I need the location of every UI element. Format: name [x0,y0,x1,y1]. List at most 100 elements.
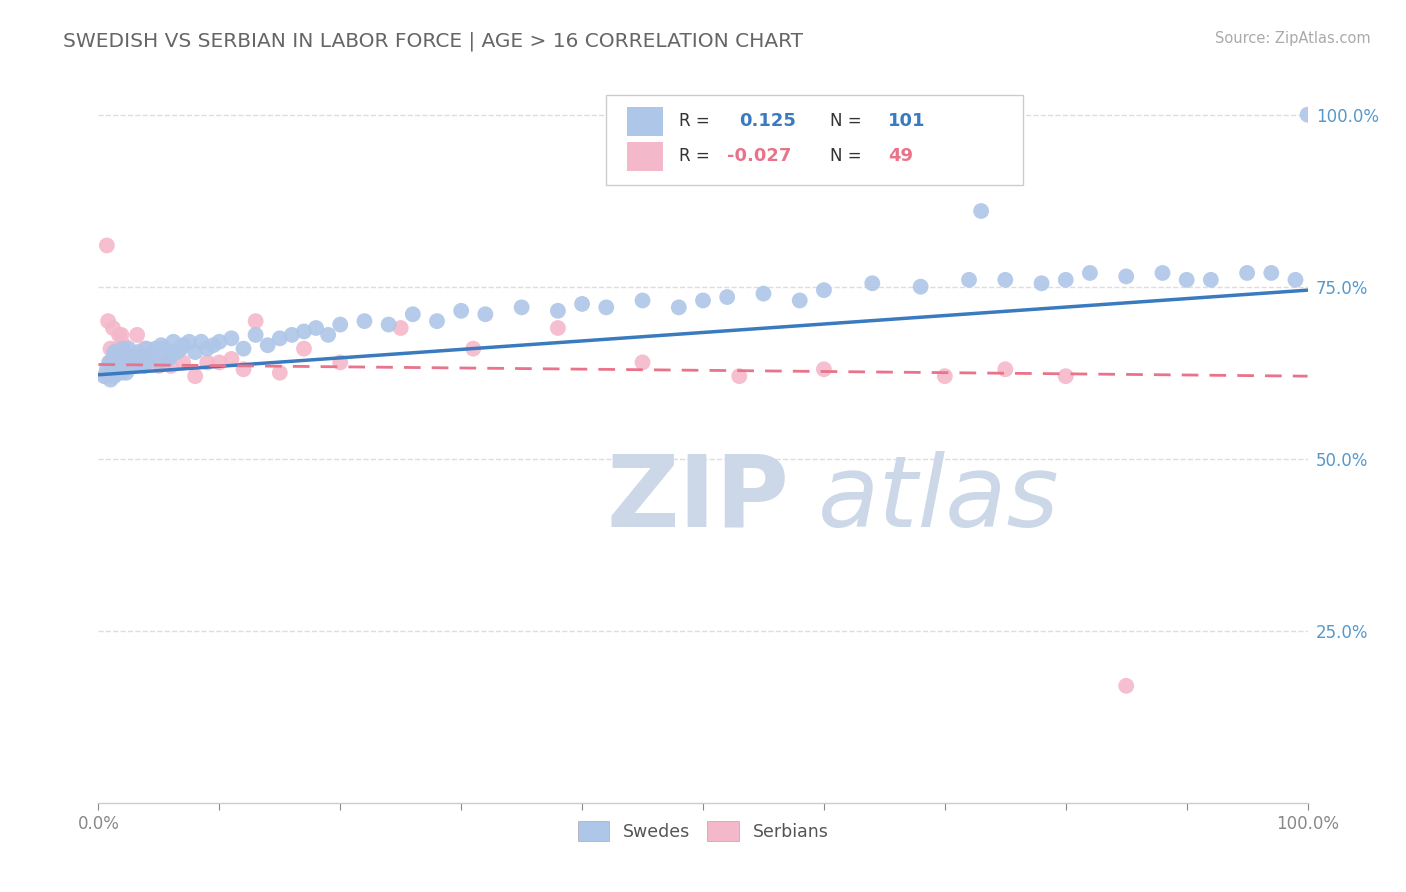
Point [118,355,141,369]
Text: SWEDISH VS SERBIAN IN LABOR FORCE | AGE > 16 CORRELATION CHART: SWEDISH VS SERBIAN IN LABOR FORCE | AGE … [63,31,803,51]
Point [114,359,136,373]
Point [100,359,122,373]
Point [115,349,138,363]
Point [135,355,157,369]
Text: 101: 101 [889,112,925,130]
Point [1115,679,1137,693]
Point [105,355,128,369]
Point [160,359,183,373]
Point [127,327,149,342]
Point [96,238,118,252]
Point [202,338,225,352]
Point [135,342,157,356]
Text: 49: 49 [889,147,912,165]
Point [208,334,231,349]
Point [101,351,124,366]
Point [195,355,218,369]
Point [184,369,207,384]
Point [232,342,254,356]
Point [124,351,146,366]
Point [195,342,218,356]
Point [970,204,993,219]
Point [125,349,148,363]
Point [97,314,120,328]
Point [402,307,425,321]
Point [103,355,125,369]
Point [1078,266,1101,280]
Point [547,303,569,318]
Point [96,362,118,376]
Point [329,318,352,332]
Point [134,342,156,356]
Point [1175,273,1198,287]
Point [98,355,121,369]
Point [143,342,166,356]
Point [157,351,180,366]
Point [994,362,1017,376]
Point [377,318,399,332]
Point [112,355,135,369]
Point [1115,269,1137,284]
Point [571,297,593,311]
Point [813,283,835,297]
Point [232,362,254,376]
Text: N =: N = [830,147,868,165]
Point [281,327,304,342]
Point [101,321,124,335]
Point [728,369,751,384]
Point [153,342,176,356]
Point [121,355,143,369]
Text: Source: ZipAtlas.com: Source: ZipAtlas.com [1215,31,1371,46]
Point [292,325,315,339]
Point [631,293,654,308]
Point [114,351,136,366]
Point [160,349,183,363]
Point [789,293,811,308]
Point [132,355,155,369]
Point [172,338,194,352]
Point [120,349,142,363]
Point [221,331,243,345]
Point [1236,266,1258,280]
Point [108,327,131,342]
Point [97,366,120,380]
Point [269,331,291,345]
Point [111,355,134,369]
Point [107,342,129,356]
Point [631,355,654,369]
Point [150,338,173,352]
Point [269,366,291,380]
Point [169,342,191,356]
Point [994,273,1017,287]
Point [934,369,956,384]
Point [1284,273,1306,287]
Point [120,351,142,366]
Point [98,355,121,369]
Point [910,279,932,293]
Text: R =: R = [679,147,714,165]
Point [329,355,352,369]
FancyBboxPatch shape [627,107,664,136]
Text: N =: N = [830,112,868,130]
Point [118,342,141,356]
Point [108,355,131,369]
Point [1296,108,1319,122]
Point [108,349,131,363]
Point [134,359,156,373]
Text: atlas: atlas [818,450,1060,548]
Point [131,349,153,363]
Point [127,345,149,359]
Point [103,369,125,384]
Point [692,293,714,308]
Point [93,369,115,384]
Point [111,359,134,373]
Point [105,366,128,380]
Point [860,277,883,291]
FancyBboxPatch shape [627,142,664,170]
Point [142,345,165,359]
Point [221,351,243,366]
Point [256,338,278,352]
Point [153,355,176,369]
Point [129,351,152,366]
Point [162,334,184,349]
